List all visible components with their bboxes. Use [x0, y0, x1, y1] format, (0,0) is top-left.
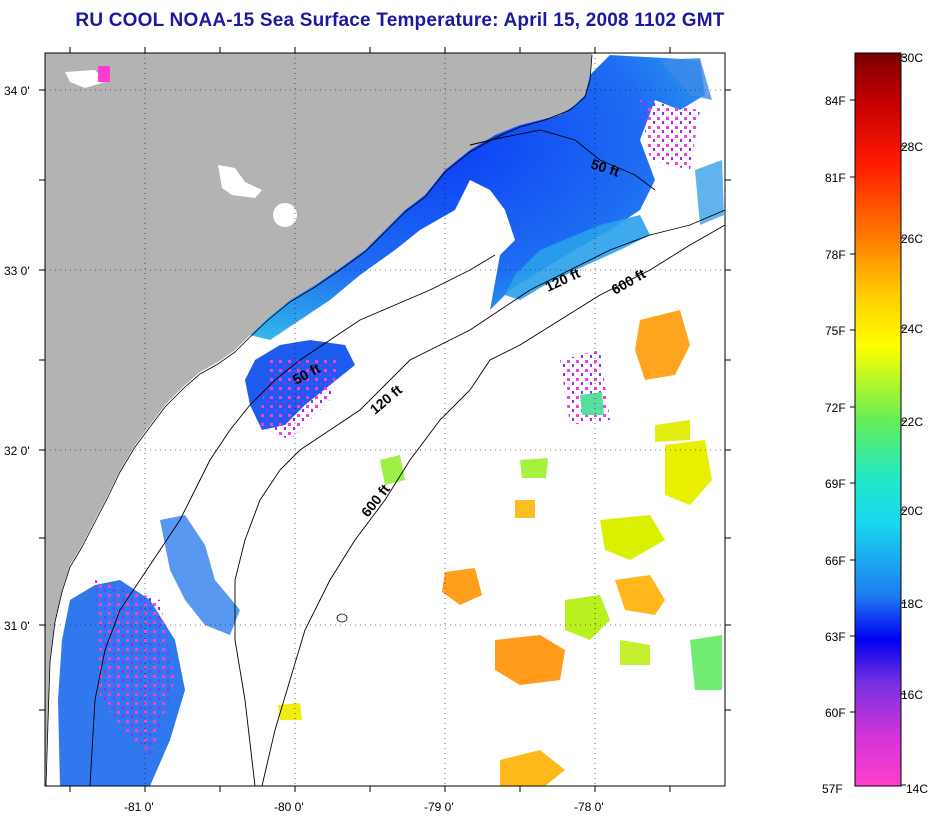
- sst-mild-patch: [655, 420, 690, 442]
- sst-cool-speckle: [258, 360, 340, 440]
- lat-label: 34 0': [4, 84, 30, 98]
- sst-mild-patch: [580, 392, 604, 415]
- sst-mild-patch: [520, 458, 548, 478]
- sst-cold-region: [695, 160, 724, 225]
- colorbar-fahrenheit-label: 60F: [825, 706, 846, 720]
- lon-label: -80 0': [274, 800, 304, 814]
- land-mass: [45, 53, 592, 786]
- sst-cool-speckle: [640, 100, 700, 170]
- sst-map: 50 ft 50 ft 120 ft 120 ft 600 ft 600 ft: [4, 47, 731, 814]
- sst-mild-patch: [600, 515, 665, 560]
- colorbar-fahrenheit-label: 69F: [825, 477, 846, 491]
- colorbar-fahrenheit-label: 84F: [825, 94, 846, 108]
- lat-label: 33 0': [4, 264, 30, 278]
- colorbar-celsius-label: 24C: [901, 322, 923, 336]
- contour-50ft: [89, 129, 656, 787]
- lon-label: -78 0': [574, 800, 604, 814]
- contour-120ft: [234, 209, 726, 787]
- sst-warm-patch: [500, 750, 565, 786]
- colorbar-fahrenheit-label: 78F: [825, 248, 846, 262]
- colorbar-fahrenheit-label: 81F: [825, 171, 846, 185]
- sst-warm-patch: [515, 500, 535, 518]
- sst-cold-region: [660, 58, 712, 100]
- colorbar-celsius-label: 22C: [901, 415, 923, 429]
- sst-cold-region: [160, 515, 240, 635]
- lat-label: 32 0': [4, 444, 30, 458]
- sst-warm-patch: [635, 310, 690, 380]
- colorbar-celsius-label: 20C: [901, 504, 923, 518]
- colorbar: 30C 28C 26C 24C 22C 20C 18C 16C 14C 84F …: [822, 51, 928, 796]
- coastline: [45, 54, 593, 787]
- sst-mild-patch: [690, 635, 722, 690]
- colorbar-fahrenheit-label: 72F: [825, 401, 846, 415]
- colorbar-celsius-label: 16C: [901, 688, 923, 702]
- lat-label: 31 0': [4, 619, 30, 633]
- sst-warm-patch: [615, 575, 665, 615]
- sst-mild-patch: [278, 703, 302, 720]
- cloud-patch: [218, 165, 262, 198]
- colorbar-gradient: [854, 52, 902, 787]
- colorbar-celsius-label: 30C: [901, 51, 923, 65]
- colorbar-celsius-label: 28C: [901, 140, 923, 154]
- colorbar-celsius-label: 14C: [906, 782, 928, 796]
- lon-label: -79 0': [424, 800, 454, 814]
- sst-warm-patch: [495, 635, 565, 685]
- map-border: [44, 52, 726, 787]
- graticule: [45, 53, 725, 786]
- colorbar-fahrenheit-label: 75F: [825, 324, 846, 338]
- sst-cold-region: [250, 55, 705, 340]
- sst-cold-region: [505, 215, 650, 300]
- sst-mild-patch: [665, 440, 712, 505]
- colorbar-celsius-label: 18C: [901, 597, 923, 611]
- sst-warm-patch: [442, 568, 482, 605]
- contour-600ft: [261, 224, 726, 787]
- colorbar-fahrenheit-label: 57F: [822, 782, 843, 796]
- cloud-patch: [273, 203, 297, 227]
- colorbar-fahrenheit-label: 63F: [825, 630, 846, 644]
- sst-mild-patch: [620, 640, 650, 665]
- sst-mild-patch: [565, 595, 610, 640]
- lon-label: -81 0': [124, 800, 154, 814]
- cloud-patch: [65, 70, 105, 88]
- colorbar-celsius-label: 26C: [901, 232, 923, 246]
- sst-pixels: [98, 66, 110, 82]
- map-title: RU COOL NOAA-15 Sea Surface Temperature:…: [75, 10, 725, 31]
- axis-ticks: [39, 47, 731, 792]
- colorbar-ticks: [850, 56, 906, 786]
- colorbar-fahrenheit-label: 66F: [825, 554, 846, 568]
- contour-small-ring: [336, 613, 348, 623]
